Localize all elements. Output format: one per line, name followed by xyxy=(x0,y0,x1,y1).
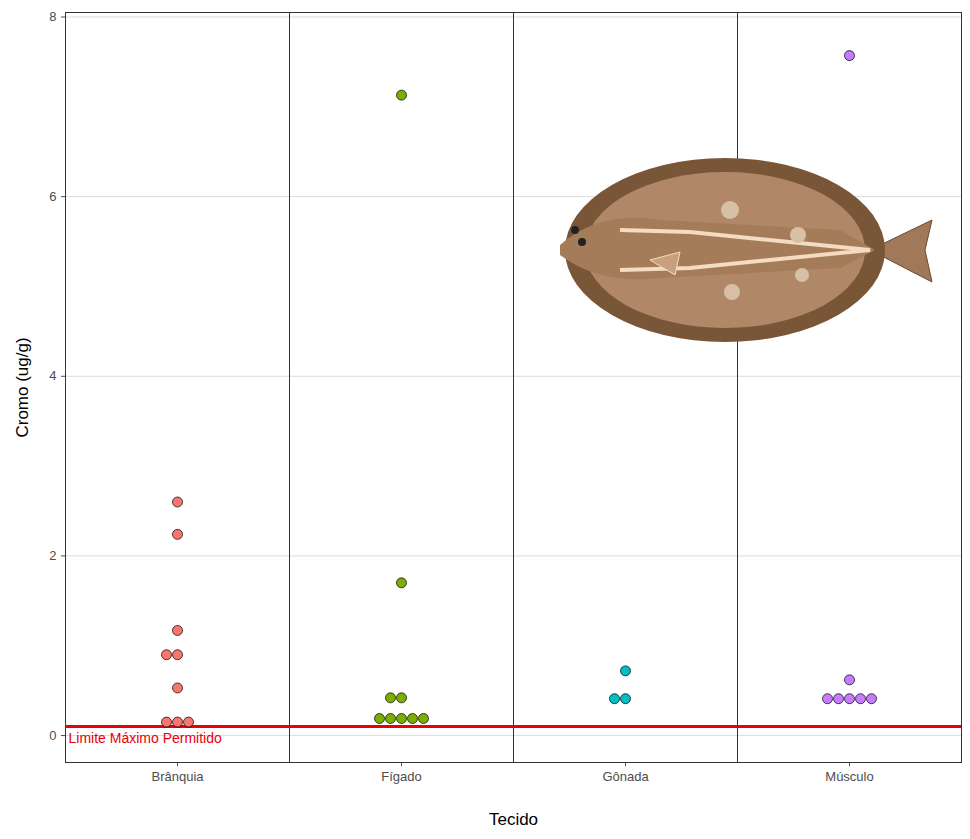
svg-text:0: 0 xyxy=(49,728,56,743)
svg-text:Músculo: Músculo xyxy=(825,769,873,784)
svg-text:4: 4 xyxy=(49,368,56,383)
svg-text:2: 2 xyxy=(49,548,56,563)
svg-text:Brânquia: Brânquia xyxy=(151,769,204,784)
svg-text:Gônada: Gônada xyxy=(602,769,649,784)
svg-text:6: 6 xyxy=(49,189,56,204)
svg-text:Cromo (ug/g): Cromo (ug/g) xyxy=(13,337,32,437)
svg-text:Fígado: Fígado xyxy=(381,769,421,784)
svg-text:Limite Máximo Permitido: Limite Máximo Permitido xyxy=(69,730,222,746)
svg-text:8: 8 xyxy=(49,9,56,24)
svg-text:Tecido: Tecido xyxy=(489,810,538,829)
